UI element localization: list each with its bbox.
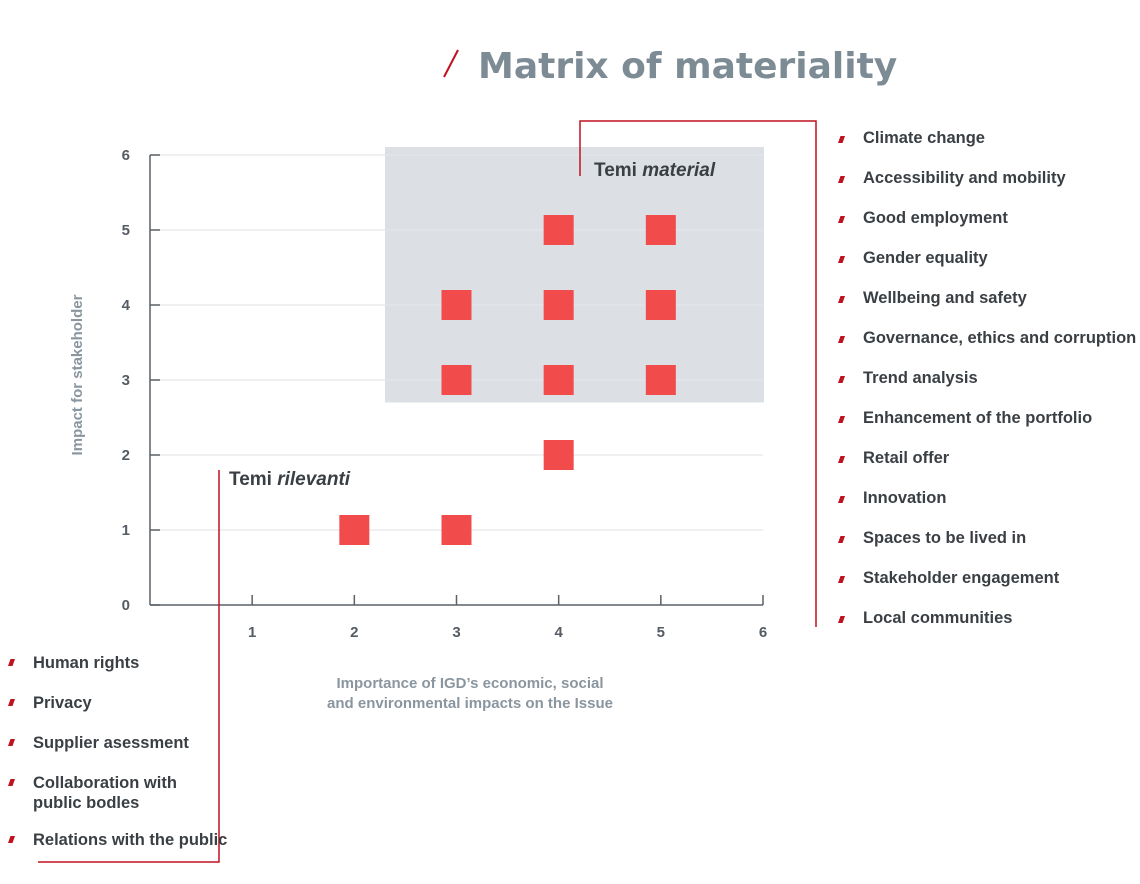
relevant-zone-label: Temi rilevanti: [229, 469, 351, 490]
material-topic-item: Local communities: [863, 609, 1012, 627]
relevant-label-plain: Temi: [229, 469, 277, 490]
material-topic-item: Wellbeing and safety: [863, 289, 1028, 307]
x-tick-label-2: 2: [350, 624, 358, 641]
relevant-topic-item: Relations with the public: [33, 831, 227, 849]
material-label-plain: Temi: [594, 160, 642, 181]
x-tick-label-1: 1: [248, 624, 256, 641]
data-point-3-4: [441, 290, 472, 320]
bullet-icon: [838, 296, 845, 303]
bullet-icon: [838, 416, 845, 423]
x-axis-label-line-1: Importance of IGD’s economic, social: [336, 675, 603, 692]
bullet-icon: [838, 376, 845, 383]
data-point-4-2: [543, 440, 574, 470]
material-topic-item: Spaces to be lived in: [863, 529, 1026, 547]
data-point-4-4: [543, 290, 574, 320]
data-point-5-4: [645, 290, 676, 320]
bullet-icon: [838, 616, 845, 623]
data-point-3-1: [441, 515, 472, 545]
y-tick-label-4: 4: [122, 297, 131, 314]
material-topic-item: Accessibility and mobility: [863, 169, 1066, 187]
data-point-3-3: [441, 365, 472, 395]
data-points: [339, 215, 676, 545]
bullet-icon: [838, 216, 845, 223]
chart-title-group: Matrix of materiality: [443, 46, 897, 87]
material-bracket-line: [579, 120, 817, 627]
axes: 0 1 2 3 4 5 6 1 2 3 4 5 6: [122, 147, 768, 641]
material-zone: [384, 147, 764, 403]
bullet-icon: [838, 536, 845, 543]
material-topic-item: Innovation: [863, 489, 946, 507]
bullet-icon: [838, 576, 845, 583]
bullet-icon: [8, 659, 15, 666]
material-topic-item: Good employment: [863, 209, 1008, 227]
data-point-5-5: [645, 215, 676, 245]
x-tick-label-5: 5: [657, 624, 665, 641]
bullet-icon: [838, 176, 845, 183]
material-topic-item: Governance, ethics and corruption: [863, 329, 1136, 347]
material-topic-item: Enhancement of the portfolio: [863, 409, 1092, 427]
y-tick-label-1: 1: [122, 522, 130, 539]
x-tick-label-3: 3: [452, 624, 460, 641]
relevant-topic-item: Privacy: [33, 694, 93, 712]
y-tick-label-6: 6: [122, 147, 130, 164]
relevant-label-italic: rilevanti: [277, 469, 351, 490]
material-topics-list: Climate change Accessibility and mobility…: [838, 129, 1136, 627]
data-point-4-3: [543, 365, 574, 395]
bullet-icon: [838, 136, 845, 143]
relevant-topic-item: public bodles: [33, 794, 139, 812]
bullet-icon: [838, 336, 845, 343]
material-topic-item: Retail offer: [863, 449, 950, 467]
y-tick-label-3: 3: [122, 372, 130, 389]
relevant-topic-item: Collaboration with: [33, 774, 177, 792]
data-point-4-5: [543, 215, 574, 245]
bullet-icon: [838, 456, 845, 463]
y-tick-label-2: 2: [122, 447, 130, 464]
x-axis-label-line-2: and environmental impacts on the Issue: [327, 695, 613, 712]
relevant-topics-list: Human rights Privacy Supplier asessment Col…: [8, 654, 227, 849]
bullet-icon: [8, 836, 15, 843]
y-tick-label-0: 0: [122, 597, 130, 614]
relevant-bracket-line: [38, 470, 220, 863]
x-tick-label-6: 6: [759, 624, 767, 641]
bullet-icon: [8, 739, 15, 746]
relevant-topic-item: Human rights: [33, 654, 139, 672]
relevant-topic-item: Supplier asessment: [33, 734, 189, 752]
bullet-icon: [8, 699, 15, 706]
chart-title: Matrix of materiality: [478, 46, 897, 87]
y-axis-label: Impact for stakeholder: [69, 294, 86, 455]
bullet-icon: [838, 256, 845, 263]
bullet-icon: [8, 779, 15, 786]
data-point-2-1: [339, 515, 370, 545]
material-topic-item: Climate change: [863, 129, 985, 147]
y-tick-label-5: 5: [122, 222, 130, 239]
title-slash-icon: [443, 49, 459, 78]
x-tick-label-4: 4: [554, 624, 563, 641]
material-topic-item: Trend analysis: [863, 369, 978, 387]
material-topic-item: Stakeholder engagement: [863, 569, 1060, 587]
data-point-5-3: [645, 365, 676, 395]
material-zone-label: Temi material: [594, 160, 716, 181]
material-label-italic: material: [642, 160, 716, 181]
material-topic-item: Gender equality: [863, 249, 989, 267]
bullet-icon: [838, 496, 845, 503]
